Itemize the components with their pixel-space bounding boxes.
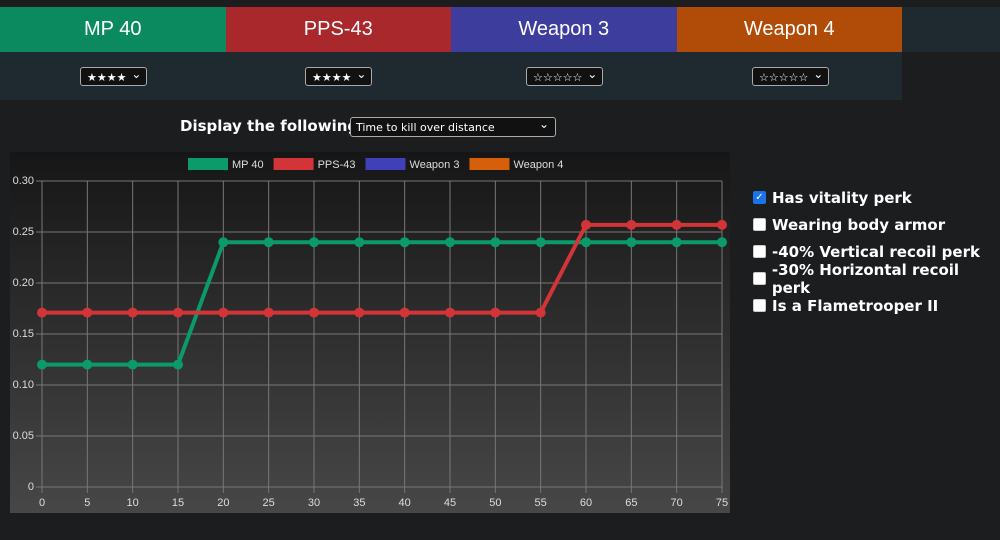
legend-swatch: [469, 158, 510, 170]
rating-select[interactable]: ★★★★: [305, 65, 373, 86]
options: ✓ Has vitality perk Wearing body armor -40%…: [753, 184, 1000, 319]
point: [445, 237, 455, 248]
point: [127, 359, 138, 370]
legend-swatch: [273, 158, 314, 170]
chart-bg: [10, 152, 730, 513]
y-tick-label: 0.20: [13, 277, 34, 289]
x-tick-label: 0: [39, 497, 45, 509]
display-label: Display the following:: [180, 117, 365, 135]
y-tick-label: 0.05: [13, 430, 34, 442]
y-tick-label: 0: [28, 481, 34, 493]
rating-row: ★★★★ ★★★★ ☆☆☆☆☆ ☆☆☆☆☆: [0, 52, 902, 100]
point: [717, 237, 727, 248]
point: [717, 219, 727, 230]
point: [399, 307, 410, 318]
option[interactable]: ✓ Has vitality perk: [753, 184, 1000, 211]
weapon-tab[interactable]: PPS-43: [225, 7, 451, 52]
legend-label: Weapon 3: [410, 159, 460, 171]
point: [535, 307, 546, 318]
weapon-tab[interactable]: Weapon 4: [676, 7, 902, 52]
point: [127, 307, 138, 318]
legend-label: Weapon 4: [513, 159, 563, 171]
legend-swatch: [365, 158, 406, 170]
x-tick-label: 75: [716, 497, 728, 509]
legend-label: PPS-43: [318, 159, 356, 171]
tabs: MP 40 PPS-43 Weapon 3 Weapon 4: [0, 7, 902, 52]
option-label: Is a Flametrooper II: [772, 296, 939, 315]
display-select[interactable]: Time to kill over distance: [350, 115, 556, 137]
option-label: -40% Vertical recoil perk: [772, 242, 980, 261]
rating-select[interactable]: ★★★★: [80, 65, 148, 86]
y-tick-label: 0.30: [13, 175, 34, 187]
point: [354, 237, 365, 248]
x-tick-label: 55: [535, 497, 547, 509]
point: [309, 237, 319, 248]
x-tick-label: 50: [489, 497, 501, 509]
checkbox[interactable]: [753, 218, 766, 231]
point: [173, 307, 183, 318]
x-tick-label: 20: [217, 497, 229, 509]
tab-fill: [902, 7, 1000, 52]
option[interactable]: -30% Horizontal recoil perk: [753, 261, 1000, 297]
point: [490, 307, 501, 318]
option-label: Wearing body armor: [772, 215, 946, 234]
x-tick-label: 15: [172, 497, 184, 509]
x-tick-label: 40: [399, 497, 411, 509]
x-tick-label: 5: [84, 497, 90, 509]
point: [82, 307, 93, 318]
point: [218, 237, 229, 248]
chart: 0 0.05 0.10 0.15 0.20 0.25 0.30 0 5 10 15 20 25 30 35 4…: [10, 152, 730, 513]
point: [309, 307, 319, 318]
point: [82, 359, 93, 370]
point: [445, 307, 455, 318]
option-label: -30% Horizontal recoil perk: [771, 260, 960, 297]
point: [671, 219, 682, 230]
x-tick-label: 30: [308, 497, 320, 509]
legend-label: MP 40: [232, 159, 264, 171]
point: [173, 359, 183, 370]
weapon-tab[interactable]: Weapon 3: [451, 7, 677, 52]
x-tick-label: 25: [263, 497, 275, 509]
checkbox[interactable]: [753, 299, 766, 312]
x-tick-label: 60: [580, 497, 592, 509]
option[interactable]: -40% Vertical recoil perk: [753, 238, 1000, 265]
option[interactable]: Is a Flametrooper II: [753, 292, 1000, 319]
x-tick-label: 35: [353, 497, 365, 509]
series-line: [42, 222, 722, 315]
checkbox[interactable]: [753, 245, 766, 258]
x-tick-label: 65: [625, 497, 637, 509]
rating-select[interactable]: ☆☆☆☆☆: [752, 65, 830, 86]
point: [263, 237, 274, 248]
y-tick-label: 0.15: [13, 328, 34, 340]
x-tick-label: 45: [444, 497, 456, 509]
point: [399, 237, 410, 248]
point: [37, 359, 47, 370]
checkbox[interactable]: [753, 272, 766, 285]
legend-swatch: [188, 158, 228, 170]
y-tick-label: 0.10: [13, 379, 34, 391]
point: [581, 219, 591, 230]
weapon-tab[interactable]: MP 40: [0, 7, 226, 52]
checkbox[interactable]: ✓: [753, 191, 766, 204]
point: [581, 237, 591, 248]
option[interactable]: Wearing body armor: [753, 211, 1000, 238]
point: [354, 307, 365, 318]
x-tick-label: 10: [127, 497, 139, 509]
point: [535, 237, 546, 248]
point: [671, 237, 682, 248]
series-line: [42, 240, 722, 367]
point: [626, 219, 637, 230]
option-label: Has vitality perk: [772, 188, 912, 207]
point: [263, 307, 274, 318]
rating-select[interactable]: ☆☆☆☆☆: [526, 65, 604, 86]
point: [37, 307, 47, 318]
y-tick-label: 0.25: [13, 226, 34, 238]
x-tick-label: 70: [671, 497, 683, 509]
point: [218, 307, 229, 318]
point: [490, 237, 501, 248]
point: [626, 237, 637, 248]
